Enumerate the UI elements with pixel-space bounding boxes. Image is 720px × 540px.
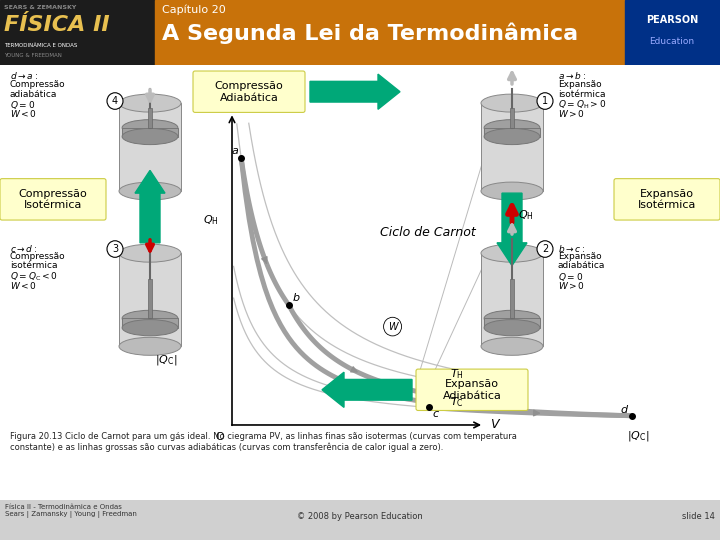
Text: Education: Education xyxy=(649,37,695,46)
Ellipse shape xyxy=(122,120,178,136)
Text: adiabática: adiabática xyxy=(10,90,58,99)
Text: Compressão
Isotérmica: Compressão Isotérmica xyxy=(19,188,87,210)
Text: c: c xyxy=(433,409,439,419)
Text: $Q_{\rm H}$: $Q_{\rm H}$ xyxy=(518,208,534,222)
Text: 1: 1 xyxy=(542,96,548,106)
FancyBboxPatch shape xyxy=(193,71,305,112)
Bar xyxy=(148,279,152,319)
Bar xyxy=(481,103,543,191)
Text: O: O xyxy=(215,433,225,442)
Circle shape xyxy=(107,93,123,109)
Ellipse shape xyxy=(119,182,181,200)
Ellipse shape xyxy=(122,320,178,336)
FancyBboxPatch shape xyxy=(416,369,528,410)
Text: $T_{\rm H}$: $T_{\rm H}$ xyxy=(451,367,464,381)
Text: $c \to d:$: $c \to d:$ xyxy=(10,243,37,254)
Text: TERMODINÂMICA E ONDAS: TERMODINÂMICA E ONDAS xyxy=(4,43,77,48)
Text: FÍSICA II: FÍSICA II xyxy=(4,15,109,35)
Text: Compressão
Adiabática: Compressão Adiabática xyxy=(215,81,284,103)
Bar xyxy=(510,109,514,128)
Text: 4: 4 xyxy=(112,96,118,106)
Text: $Q = Q_{\rm C} < 0$: $Q = Q_{\rm C} < 0$ xyxy=(10,271,58,284)
Text: $Q_{\rm H}$: $Q_{\rm H}$ xyxy=(203,213,219,227)
Circle shape xyxy=(107,241,123,257)
Text: Figura 20.13 Ciclo de Carnot para um gás ideal. No ciegrama PV, as linhas finas : Figura 20.13 Ciclo de Carnot para um gás… xyxy=(10,432,517,452)
Polygon shape xyxy=(497,193,527,266)
Bar xyxy=(148,109,152,128)
Text: Capítulo 20: Capítulo 20 xyxy=(162,5,226,16)
Bar xyxy=(122,319,178,328)
Text: $|Q_{\rm C}|$: $|Q_{\rm C}|$ xyxy=(626,429,649,443)
Circle shape xyxy=(537,241,553,257)
Text: PEARSON: PEARSON xyxy=(646,15,698,25)
Ellipse shape xyxy=(122,310,178,327)
Ellipse shape xyxy=(481,338,543,355)
Text: $d \to a:$: $d \to a:$ xyxy=(10,70,38,81)
Bar xyxy=(119,253,181,346)
Ellipse shape xyxy=(484,129,540,145)
Ellipse shape xyxy=(122,129,178,145)
Text: slide 14: slide 14 xyxy=(682,512,715,521)
Text: $W > 0$: $W > 0$ xyxy=(558,108,585,119)
Polygon shape xyxy=(310,74,400,109)
Text: W: W xyxy=(388,322,397,332)
Bar xyxy=(119,103,181,191)
Text: © 2008 by Pearson Education: © 2008 by Pearson Education xyxy=(297,512,423,521)
Text: $b \to c:$: $b \to c:$ xyxy=(558,243,585,254)
Text: $T_{\rm C}$: $T_{\rm C}$ xyxy=(451,395,464,409)
Text: Expansão: Expansão xyxy=(558,80,602,89)
Text: $W < 0$: $W < 0$ xyxy=(10,108,37,119)
Text: isotérmica: isotérmica xyxy=(10,261,58,271)
Text: Ciclo de Carnot: Ciclo de Carnot xyxy=(380,226,476,239)
Bar xyxy=(155,0,625,65)
Ellipse shape xyxy=(481,244,543,262)
Text: d: d xyxy=(621,404,628,415)
Text: 2: 2 xyxy=(542,244,548,254)
Text: adiabática: adiabática xyxy=(558,261,606,271)
Bar xyxy=(484,319,540,328)
Text: $Q = 0$: $Q = 0$ xyxy=(10,99,35,111)
Text: V: V xyxy=(490,418,498,431)
Text: Física II - Termodinâmica e Ondas
Sears | Zamansky | Young | Freedman: Física II - Termodinâmica e Ondas Sears … xyxy=(5,503,137,517)
Text: $Q = 0$: $Q = 0$ xyxy=(558,271,583,283)
Polygon shape xyxy=(322,372,412,407)
Text: Compressão: Compressão xyxy=(10,80,66,89)
Text: $W < 0$: $W < 0$ xyxy=(10,280,37,291)
FancyBboxPatch shape xyxy=(614,179,720,220)
Ellipse shape xyxy=(481,182,543,200)
Bar xyxy=(484,128,540,137)
Text: $|Q_{\rm C}|$: $|Q_{\rm C}|$ xyxy=(155,353,178,367)
Text: YOUNG & FREEDMAN: YOUNG & FREEDMAN xyxy=(4,53,62,58)
Text: A Segunda Lei da Termodinâmica: A Segunda Lei da Termodinâmica xyxy=(162,23,578,44)
Text: p: p xyxy=(225,96,233,109)
Bar xyxy=(481,253,543,346)
Ellipse shape xyxy=(119,244,181,262)
Ellipse shape xyxy=(119,338,181,355)
Text: Compressão: Compressão xyxy=(10,252,66,261)
Bar xyxy=(0,0,155,65)
Text: a: a xyxy=(231,146,238,156)
Text: $Q = Q_{\rm H} > 0$: $Q = Q_{\rm H} > 0$ xyxy=(558,99,606,111)
Circle shape xyxy=(384,318,402,336)
Text: $W > 0$: $W > 0$ xyxy=(558,280,585,291)
FancyBboxPatch shape xyxy=(0,179,106,220)
Bar xyxy=(122,128,178,137)
Bar xyxy=(510,279,514,319)
Ellipse shape xyxy=(484,120,540,136)
Text: SEARS & ZEMANSKY: SEARS & ZEMANSKY xyxy=(4,5,76,10)
Ellipse shape xyxy=(481,94,543,112)
Ellipse shape xyxy=(484,320,540,336)
Ellipse shape xyxy=(119,94,181,112)
Text: Expansão: Expansão xyxy=(558,252,602,261)
Text: b: b xyxy=(292,293,300,302)
Text: 3: 3 xyxy=(112,244,118,254)
Text: Expansão
Adiabática: Expansão Adiabática xyxy=(443,379,501,401)
Text: Expansão
Isotérmica: Expansão Isotérmica xyxy=(638,188,696,210)
Bar xyxy=(625,0,720,65)
Ellipse shape xyxy=(484,310,540,327)
Text: isotérmica: isotérmica xyxy=(558,90,606,99)
Text: $a \to b:$: $a \to b:$ xyxy=(558,70,586,81)
Circle shape xyxy=(537,93,553,109)
Polygon shape xyxy=(135,170,165,243)
